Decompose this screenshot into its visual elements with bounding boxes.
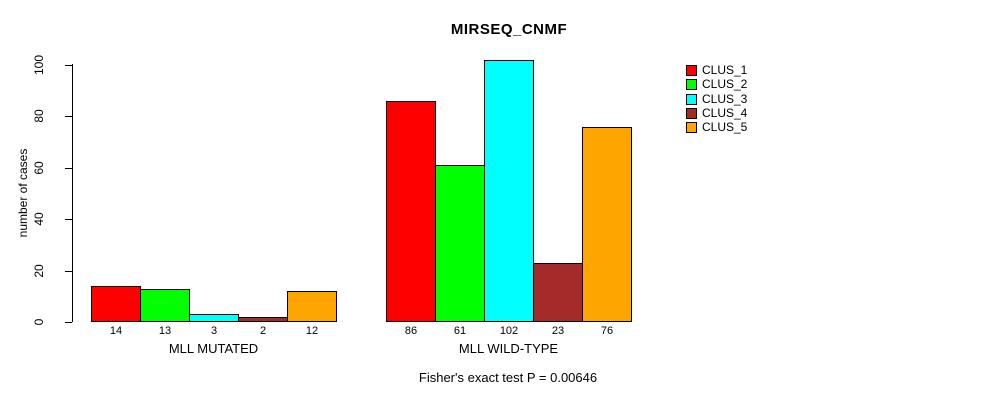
legend-swatch-clus_1 [686,65,697,76]
y-tick-mark [65,322,72,323]
bar-clus_3 [189,314,239,322]
x-axis-group-label: MLL MUTATED [168,341,259,356]
bar-clus_4 [533,263,583,322]
stat-annotation: Fisher's exact test P = 0.00646 [418,370,598,385]
legend-label: CLUS_1 [702,63,748,77]
y-tick-mark [65,271,72,272]
bar-value-label: 102 [499,325,519,337]
bar-value-label: 86 [404,325,418,337]
legend-swatch-clus_4 [686,108,697,119]
y-tick-mark [65,219,72,220]
bar-value-label: 23 [551,325,565,337]
y-tick-label: 20 [32,264,46,278]
bar-value-label: 13 [158,325,172,337]
bar-clus_4 [238,317,288,322]
y-tick-label: 60 [32,161,46,175]
y-axis-label: number of cases [16,148,30,238]
y-tick-label: 0 [32,318,46,326]
legend-label: CLUS_4 [702,106,748,120]
y-tick-label: 80 [32,109,46,123]
bar-value-label: 2 [259,325,267,337]
legend-label: CLUS_5 [702,120,748,134]
y-axis-line [72,64,73,322]
bar-clus_1 [386,101,436,322]
bar-clus_5 [287,291,337,322]
y-tick-mark [65,116,72,117]
bar-clus_2 [435,165,485,322]
bar-value-label: 61 [453,325,467,337]
bar-value-label: 12 [305,325,319,337]
bar-clus_3 [484,60,534,322]
chart-title: MIRSEQ_CNMF [450,21,568,38]
legend-swatch-clus_2 [686,79,697,90]
legend-label: CLUS_2 [702,77,748,91]
bar-clus_1 [91,286,141,322]
y-tick-mark [65,168,72,169]
y-tick-mark [65,65,72,66]
legend-label: CLUS_3 [702,92,748,106]
y-tick-label: 100 [32,54,46,76]
bar-value-label: 14 [109,325,123,337]
bar-clus_5 [582,127,632,322]
y-tick-label: 40 [32,212,46,226]
x-axis-group-label: MLL WILD-TYPE [458,341,559,356]
bar-value-label: 3 [210,325,218,337]
legend-swatch-clus_3 [686,94,697,105]
bar-clus_2 [140,289,190,322]
bar-value-label: 76 [600,325,614,337]
legend-swatch-clus_5 [686,122,697,133]
